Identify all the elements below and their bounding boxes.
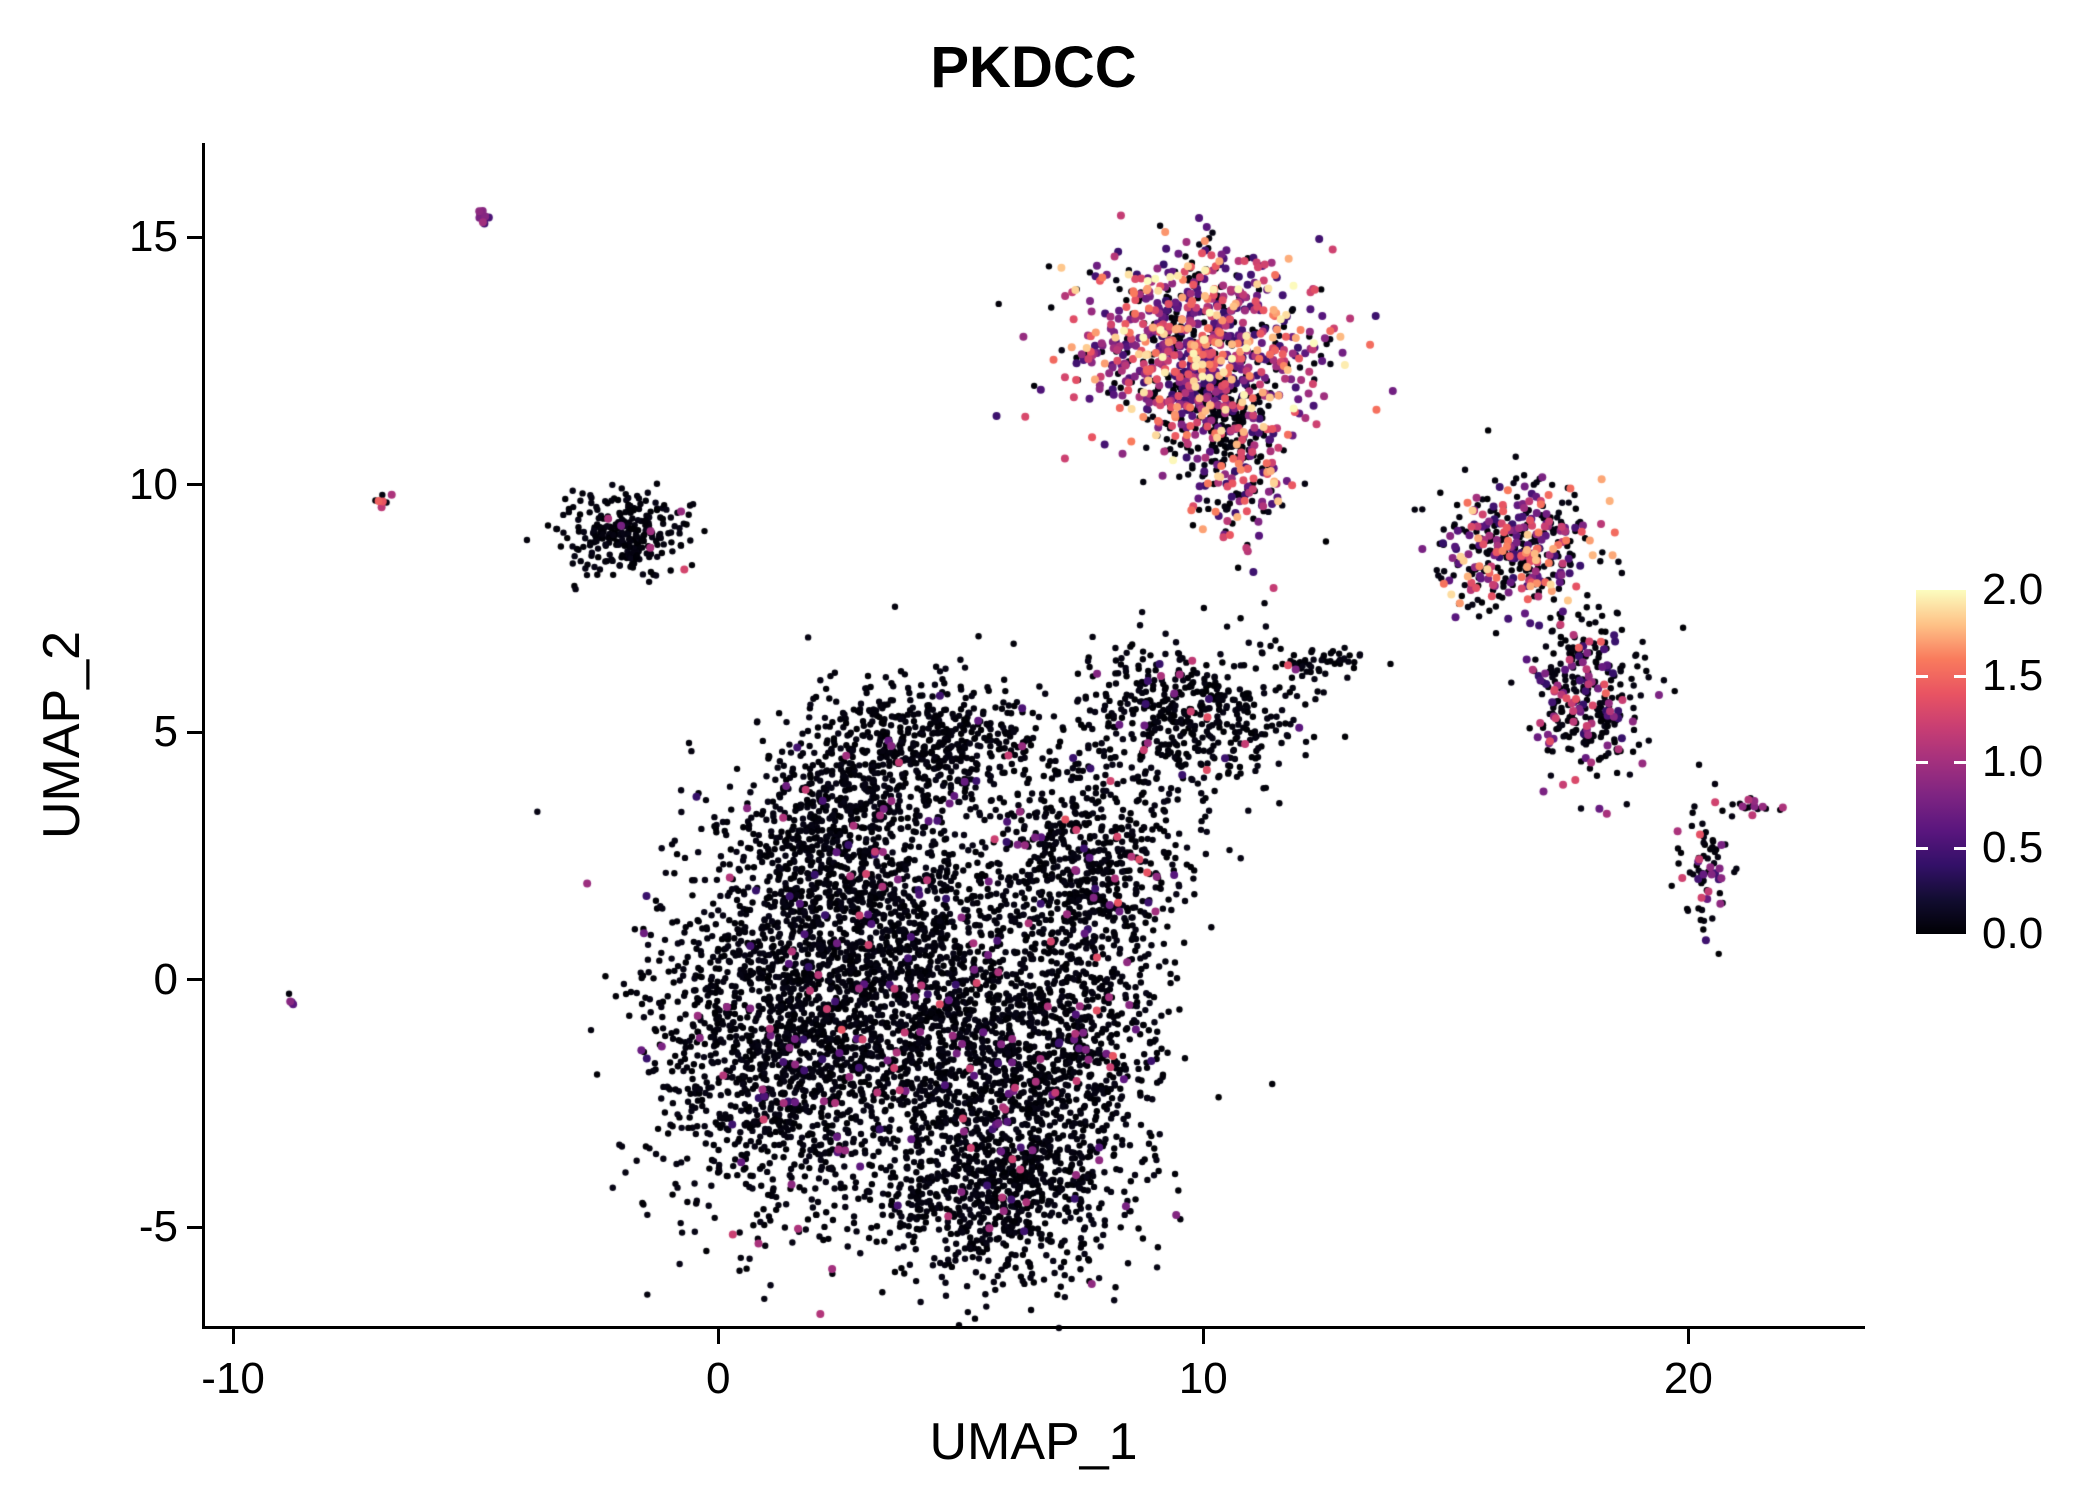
plot-title: PKDCC xyxy=(930,35,1137,100)
colorbar-tick xyxy=(1916,674,1928,678)
colorbar-label: 0.0 xyxy=(1982,909,2044,958)
y-tick-label: 15 xyxy=(129,212,178,262)
y-tick-mark xyxy=(187,483,202,487)
x-tick-mark xyxy=(1201,1329,1205,1344)
y-tick-label: -5 xyxy=(138,1202,178,1251)
x-tick-label: 10 xyxy=(1178,1354,1228,1403)
y-tick-label: 5 xyxy=(153,707,178,757)
y-tick-label: 0 xyxy=(153,954,178,1004)
x-tick-mark xyxy=(231,1329,235,1344)
colorbar-tick xyxy=(1916,760,1928,764)
colorbar-tick xyxy=(1954,846,1966,850)
y-tick-mark xyxy=(187,1225,202,1229)
expression-colorbar: 2.0 1.5 1.0 0.5 0.0 xyxy=(1916,565,2043,958)
x-tick-label: 20 xyxy=(1663,1354,1713,1403)
y-tick-mark xyxy=(187,978,202,981)
y-tick-mark xyxy=(187,235,202,239)
x-axis-line xyxy=(202,1326,1865,1329)
colorbar-label: 1.0 xyxy=(1982,737,2044,786)
x-tick-label: -10 xyxy=(201,1354,265,1403)
y-axis-title: UMAP_2 xyxy=(33,630,91,840)
x-tick-label: 0 xyxy=(705,1354,731,1403)
x-tick-mark xyxy=(1686,1329,1690,1344)
y-tick-mark xyxy=(187,730,202,734)
y-axis-line xyxy=(202,143,205,1329)
x-tick-mark xyxy=(716,1329,720,1344)
x-axis-title: UMAP_1 xyxy=(929,1413,1138,1471)
colorbar-tick xyxy=(1954,674,1966,678)
colorbar-tick xyxy=(1916,846,1928,850)
colorbar-label: 1.5 xyxy=(1982,651,2044,700)
colorbar-label: 2.0 xyxy=(1982,565,2044,614)
colorbar-tick xyxy=(1954,760,1966,764)
colorbar-label: 0.5 xyxy=(1982,823,2044,872)
y-tick-label: 10 xyxy=(129,459,178,509)
